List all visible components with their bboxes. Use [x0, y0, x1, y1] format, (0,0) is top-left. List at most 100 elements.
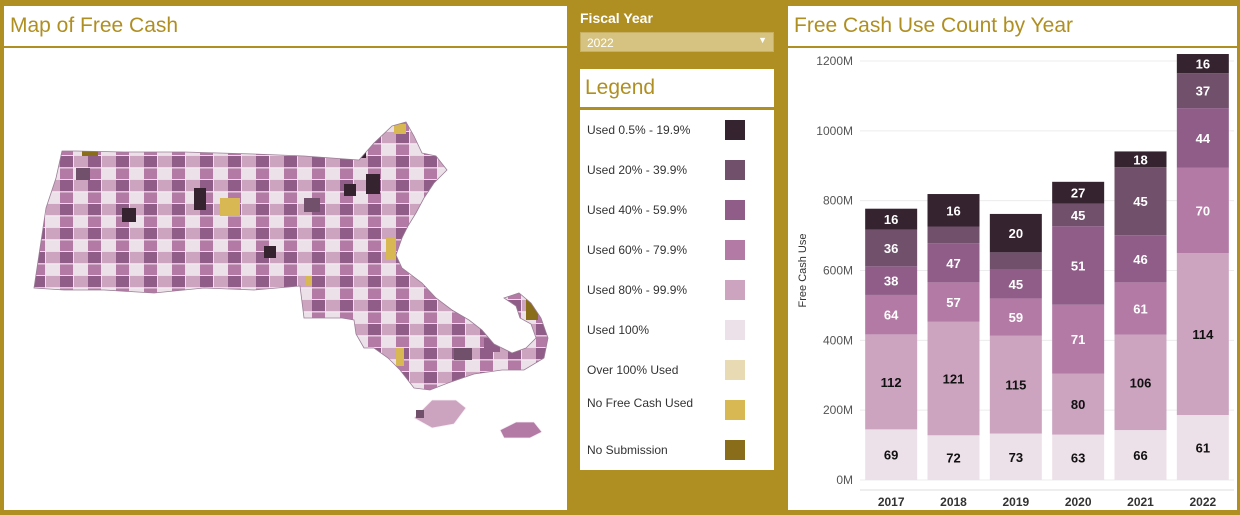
- bar-data-label: 71: [1071, 332, 1085, 347]
- legend-swatch: [725, 160, 745, 180]
- x-tick-label: 2020: [1065, 495, 1092, 509]
- legend-label: Used 100%: [587, 323, 650, 337]
- bar-segment: [927, 194, 980, 227]
- bar-segment: [1114, 151, 1167, 168]
- bar-data-label: 47: [946, 256, 960, 271]
- legend-label: No Free Cash Used: [587, 396, 694, 410]
- legend-label: Used 60% - 79.9%: [587, 243, 688, 257]
- y-tick-label: 200M: [823, 403, 853, 417]
- y-tick-label: 600M: [823, 264, 853, 278]
- chevron-down-icon[interactable]: ▼: [758, 35, 767, 45]
- bar-segment: [1114, 167, 1167, 236]
- bar-segment: [927, 226, 980, 244]
- bar-data-label: 63: [1071, 450, 1085, 465]
- bar-segment: [1052, 226, 1105, 305]
- bar-data-label: 114: [1192, 327, 1214, 342]
- legend-item[interactable]: Used 0.5% - 19.9%: [580, 110, 774, 150]
- bar-segment: [1176, 415, 1229, 480]
- legend-item[interactable]: Used 100%: [580, 310, 774, 350]
- bar-segment: [1114, 235, 1167, 283]
- bar-segment: [927, 243, 980, 283]
- bar-segment: [865, 266, 918, 295]
- bar-data-label: 69: [884, 448, 898, 463]
- legend-swatch: [725, 200, 745, 220]
- y-axis-label: Free Cash Use: [797, 234, 809, 308]
- legend-panel: Used 0.5% - 19.9% Used 20% - 39.9% Used …: [580, 110, 774, 470]
- bar-segment: [1052, 304, 1105, 374]
- legend-label: Used 40% - 59.9%: [587, 203, 688, 217]
- y-tick-label: 1200M: [816, 54, 853, 68]
- legend-item[interactable]: Used 80% - 99.9%: [580, 270, 774, 310]
- bar-data-label: 72: [946, 451, 960, 466]
- legend-label: Over 100% Used: [587, 363, 679, 377]
- bar-segment: [927, 282, 980, 322]
- legend-item[interactable]: Used 60% - 79.9%: [580, 230, 774, 270]
- bar-segment: [989, 433, 1042, 480]
- legend-swatch: [725, 240, 745, 260]
- y-tick-label: 0M: [836, 473, 853, 487]
- x-tick-label: 2021: [1127, 495, 1154, 509]
- legend-label: No Submission: [587, 443, 668, 457]
- bar-data-label: 38: [884, 274, 898, 289]
- legend-swatch: [725, 400, 745, 420]
- legend-title: Legend: [580, 69, 774, 107]
- bar-segment: [1176, 108, 1229, 168]
- legend-item[interactable]: Used 20% - 39.9%: [580, 150, 774, 190]
- bar-segment: [1176, 167, 1229, 254]
- bar-data-label: 51: [1071, 258, 1085, 273]
- map-title: Map of Free Cash: [4, 6, 567, 46]
- bar-segment: [865, 208, 918, 230]
- bar-data-label: 36: [884, 241, 898, 256]
- chart-title: Free Cash Use Count by Year: [788, 6, 1237, 46]
- bar-data-label: 16: [884, 212, 898, 227]
- x-tick-label: 2017: [878, 495, 905, 509]
- bar-data-label: 45: [1071, 208, 1085, 223]
- legend-swatch: [725, 320, 745, 340]
- bar-data-label: 45: [1009, 277, 1023, 292]
- bar-segment: [1114, 282, 1167, 335]
- bar-data-label: 64: [884, 308, 899, 323]
- legend-item[interactable]: No Free Cash Used: [580, 390, 774, 430]
- bar-data-label: 61: [1133, 302, 1147, 317]
- x-tick-label: 2018: [940, 495, 967, 509]
- bar-data-label: 80: [1071, 397, 1085, 412]
- bar-data-label: 45: [1133, 194, 1147, 209]
- legend-item[interactable]: Over 100% Used: [580, 350, 774, 390]
- bar-segment: [1176, 73, 1229, 109]
- legend-swatch: [725, 120, 745, 140]
- bar-segment: [989, 252, 1042, 270]
- bar-segment: [865, 334, 918, 430]
- bar-segment: [865, 429, 918, 480]
- bar-data-label: 73: [1009, 450, 1023, 465]
- bar-data-label: 37: [1196, 84, 1210, 99]
- legend-label: Used 20% - 39.9%: [587, 163, 688, 177]
- bar-data-label: 61: [1196, 441, 1210, 456]
- bar-data-label: 66: [1133, 448, 1147, 463]
- bar-data-label: 59: [1009, 310, 1023, 325]
- bar-segment: [1052, 434, 1105, 480]
- fiscal-year-value: 2022: [587, 36, 614, 50]
- bar-data-label: 106: [1130, 375, 1152, 390]
- bar-segment: [1176, 253, 1229, 416]
- massachusetts-map[interactable]: [4, 48, 567, 510]
- bar-segment: [927, 435, 980, 480]
- bar-data-label: 27: [1071, 186, 1085, 201]
- bar-segment: [927, 321, 980, 436]
- y-tick-label: 800M: [823, 194, 853, 208]
- bar-segment: [989, 335, 1042, 434]
- bar-segment: [1052, 373, 1105, 435]
- bar-data-label: 57: [946, 295, 960, 310]
- fiscal-year-select[interactable]: 2022 ▼: [580, 32, 774, 52]
- legend-swatch: [725, 440, 745, 460]
- bar-segment: [1176, 54, 1229, 74]
- x-tick-label: 2022: [1189, 495, 1216, 509]
- legend-item[interactable]: No Submission: [580, 430, 774, 470]
- bar-data-label: 70: [1196, 203, 1210, 218]
- fiscal-year-label: Fiscal Year: [580, 10, 653, 26]
- legend-label: Used 80% - 99.9%: [587, 283, 688, 297]
- bar-segment: [989, 269, 1042, 299]
- bar-segment: [1114, 334, 1167, 431]
- bar-data-label: 112: [881, 375, 902, 390]
- bar-segment: [1114, 430, 1167, 480]
- legend-item[interactable]: Used 40% - 59.9%: [580, 190, 774, 230]
